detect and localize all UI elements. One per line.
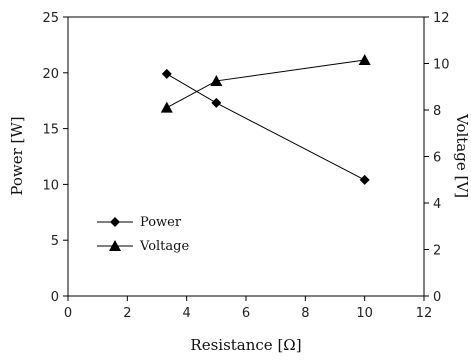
- power-point: [161, 68, 172, 79]
- legend-voltage-label: Voltage: [139, 239, 189, 254]
- legend-power-marker: [110, 217, 120, 227]
- power-point: [359, 174, 370, 185]
- y-tick-label: 25: [42, 11, 59, 26]
- voltage-line: [166, 59, 365, 109]
- x-tick-label: 12: [416, 306, 433, 321]
- y-tick-label: 10: [42, 178, 59, 193]
- y-axis-title: Power [W]: [8, 116, 26, 195]
- x-ticks: 0 2 4 6 8 10 12: [64, 296, 432, 321]
- plot-frame: [67, 16, 425, 297]
- x-tick-label: 0: [64, 306, 72, 321]
- y-ticks-right: 0 2 4 6 8 10 12: [424, 11, 450, 305]
- legend-voltage-marker: [109, 240, 121, 251]
- y2-tick-label: 6: [433, 151, 441, 166]
- legend-power-label: Power: [140, 215, 182, 230]
- y2-tick-label: 10: [433, 58, 450, 73]
- x-tick-label: 8: [301, 306, 309, 321]
- power-point: [211, 97, 222, 108]
- y-ticks-left: 0 5 10 15 20 25: [42, 11, 68, 305]
- y2-tick-label: 4: [433, 197, 441, 212]
- y2-tick-label: 0: [433, 290, 441, 305]
- power-line: [166, 73, 365, 181]
- voltage-point: [210, 74, 223, 86]
- x-tick-label: 4: [183, 306, 191, 321]
- x-tick-label: 2: [123, 306, 131, 321]
- y-tick-label: 15: [42, 123, 59, 138]
- x-tick-label: 6: [242, 306, 250, 321]
- legend: Power Voltage: [97, 215, 189, 254]
- y2-tick-label: 12: [433, 11, 450, 26]
- x-axis-title: Resistance [Ω]: [190, 336, 301, 354]
- series-layer: [160, 54, 371, 185]
- y-tick-label: 0: [51, 290, 59, 305]
- y-tick-label: 5: [51, 234, 59, 249]
- y2-axis-title: Voltage [V]: [453, 113, 471, 198]
- voltage-point: [160, 101, 173, 113]
- y2-tick-label: 8: [433, 104, 441, 119]
- x-tick-label: 10: [356, 306, 373, 321]
- y-tick-label: 20: [42, 67, 59, 82]
- voltage-point: [358, 54, 371, 66]
- y2-tick-label: 2: [433, 244, 441, 259]
